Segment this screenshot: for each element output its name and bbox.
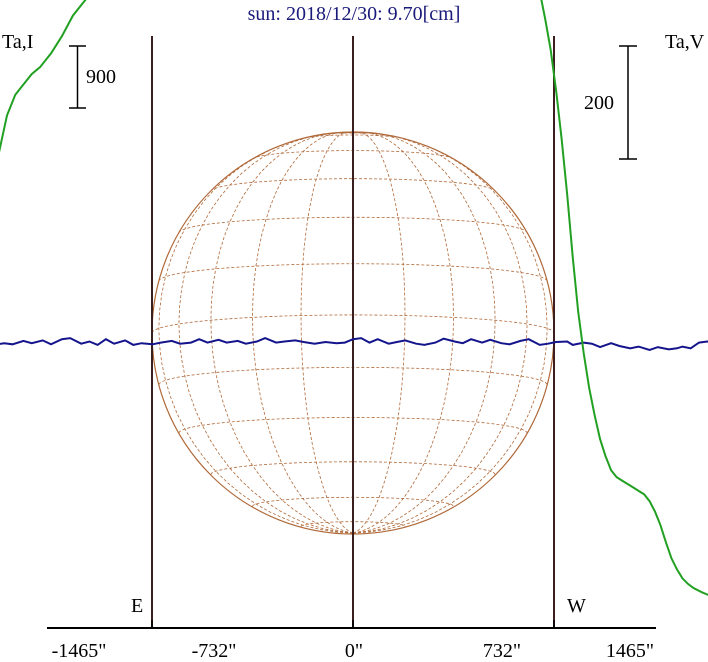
latitude-line-3 [210,461,496,475]
left-axis-label: Ta,I [2,31,33,53]
intensity-curve [0,0,708,596]
longitude-line-8 [352,131,454,534]
longitude-line-1 [158,132,354,534]
longitude-line-2 [178,132,354,534]
chart-title: sun: 2018/12/30: 9.70[cm] [248,3,461,25]
longitude-line-4 [252,131,354,534]
right-axis-label: Ta,V [665,31,705,53]
vertical-reference-lines [151,36,555,628]
x-tick-label-4: 732" [483,640,521,662]
left-scale-label: 900 [86,66,116,88]
longitude-line-7 [352,131,406,534]
right-scale-label: 200 [584,92,614,114]
x-tick-label-1: -1465" [52,640,107,662]
west-limb-marker: W [567,595,586,617]
longitude-line-9 [352,132,496,534]
right-scale-bar [619,45,637,160]
left-scale-bar [69,45,86,109]
x-axis-ticks [151,620,555,628]
x-tick-label-2: -732" [192,640,237,662]
longitude-line-5 [300,131,354,534]
polarization-curve [0,337,708,352]
x-tick-label-3: 0" [345,640,363,662]
longitude-line-10 [352,132,528,534]
x-tick-label-5: 1465" [606,640,654,662]
longitude-line-11 [352,132,548,534]
longitude-line-3 [210,132,354,534]
east-limb-marker: E [131,595,143,617]
